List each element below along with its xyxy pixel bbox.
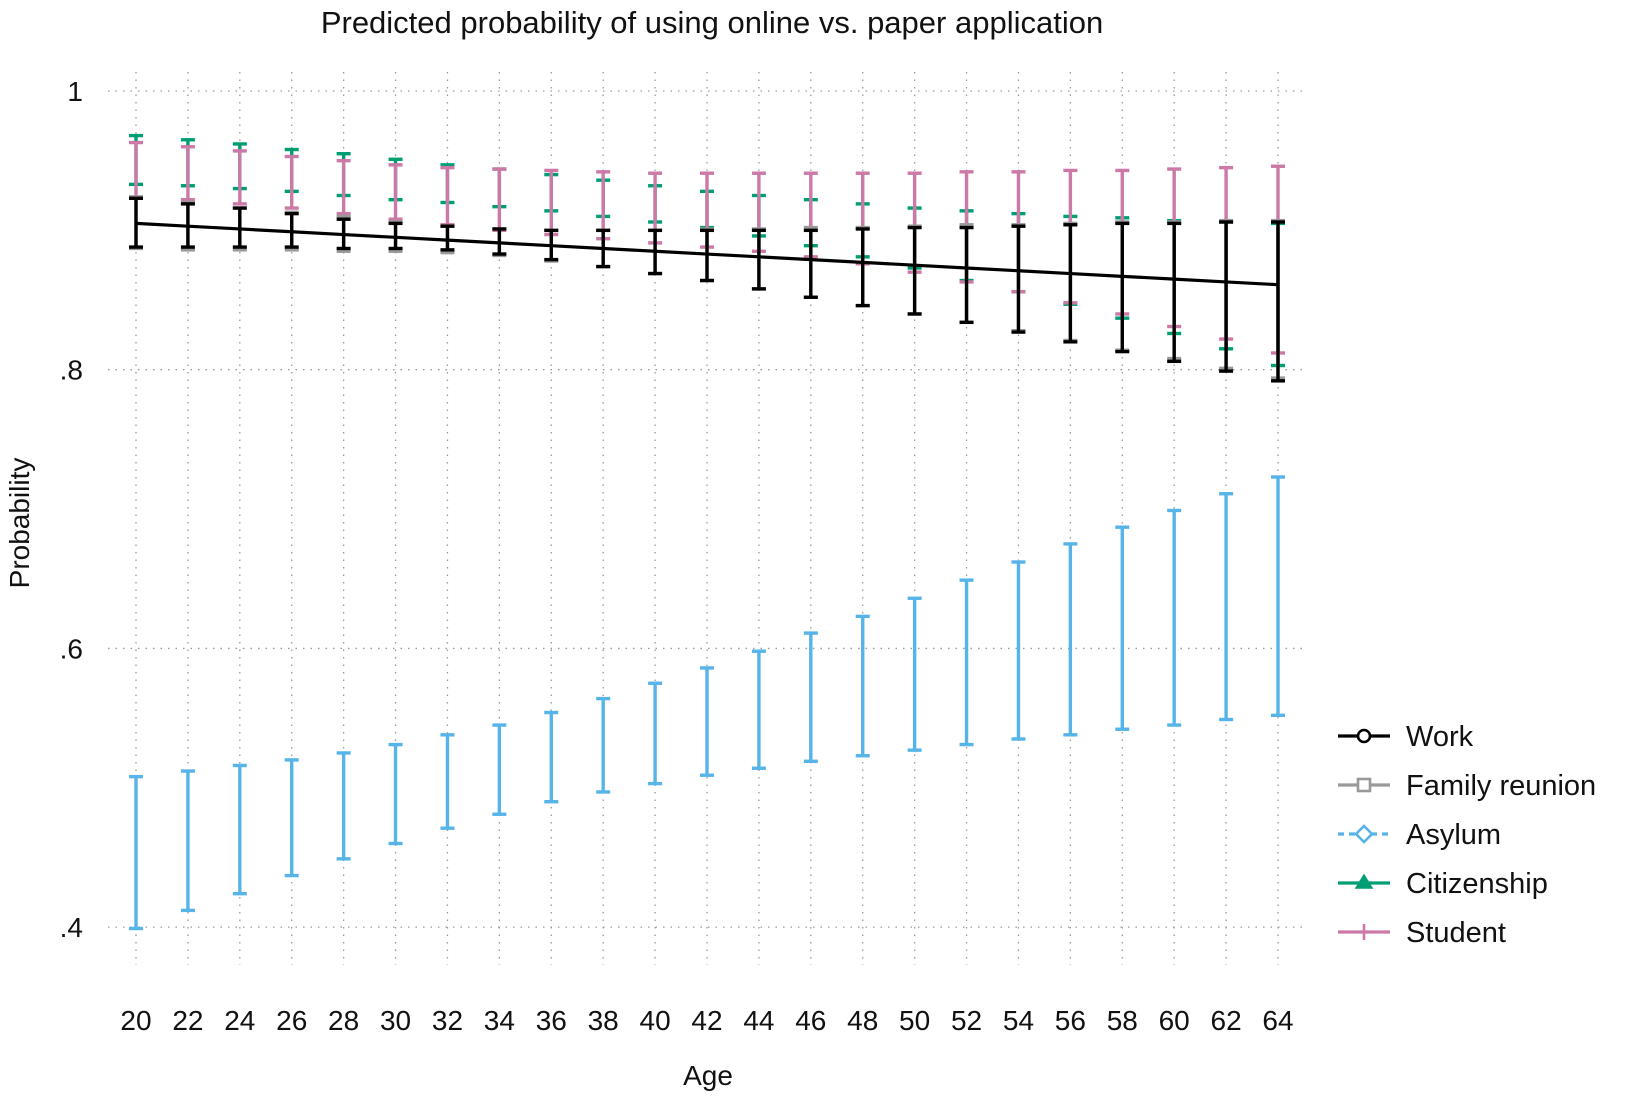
error-bar-work-50 xyxy=(907,225,922,316)
legend-label-family-reunion: Family reunion xyxy=(1406,770,1596,802)
x-tick-label-30: 30 xyxy=(380,1005,411,1036)
square-marker-icon xyxy=(1356,777,1372,793)
x-tick-label-44: 44 xyxy=(743,1005,774,1036)
error-bar-asylum-56 xyxy=(1063,542,1078,737)
x-tick-label-52: 52 xyxy=(951,1005,982,1036)
x-tick-label-48: 48 xyxy=(847,1005,878,1036)
legend: Work Family reunion Asylum Citizenship Stude… xyxy=(1338,721,1596,949)
error-bar-student-34 xyxy=(492,167,507,233)
diamond-marker-icon xyxy=(1354,824,1374,844)
x-tick-label-22: 22 xyxy=(172,1005,203,1036)
error-bar-work-60 xyxy=(1167,221,1182,364)
x-tick-label-62: 62 xyxy=(1211,1005,1242,1036)
x-tick-label-24: 24 xyxy=(224,1005,255,1036)
legend-item-citizenship: Citizenship xyxy=(1338,868,1548,900)
x-tick-label-46: 46 xyxy=(795,1005,826,1036)
error-bar-work-64 xyxy=(1271,220,1285,383)
triangle-marker-icon xyxy=(1354,873,1374,889)
error-bar-student-28 xyxy=(336,158,351,216)
error-bar-asylum-44 xyxy=(751,649,766,770)
estimate-line-work xyxy=(135,221,1279,287)
error-bar-work-62 xyxy=(1219,220,1234,373)
error-bar-asylum-60 xyxy=(1167,508,1182,727)
x-tick-label-38: 38 xyxy=(588,1005,619,1036)
error-bar-asylum-42 xyxy=(700,666,714,777)
error-bar-asylum-24 xyxy=(232,763,247,896)
x-tick-label-36: 36 xyxy=(536,1005,567,1036)
error-bar-asylum-62 xyxy=(1219,492,1234,722)
y-axis-label: Probability xyxy=(4,458,35,589)
error-bar-work-44 xyxy=(751,228,766,291)
error-bar-asylum-22 xyxy=(180,769,195,913)
legend-item-family-reunion: Family reunion xyxy=(1338,770,1596,802)
x-tick-label-64: 64 xyxy=(1262,1005,1293,1036)
series-asylum xyxy=(129,475,1285,931)
error-bar-work-32 xyxy=(440,224,455,252)
legend-label-work: Work xyxy=(1406,721,1474,753)
y-tick-label-3: .4 xyxy=(60,912,83,943)
error-bar-work-48 xyxy=(855,227,870,308)
x-tick-label-60: 60 xyxy=(1159,1005,1190,1036)
x-tick-label-34: 34 xyxy=(484,1005,515,1036)
error-bar-asylum-28 xyxy=(336,751,351,861)
legend-label-citizenship: Citizenship xyxy=(1406,868,1548,900)
error-bar-student-24 xyxy=(232,149,247,206)
error-bar-work-46 xyxy=(803,228,818,299)
grid-lines xyxy=(108,72,1306,965)
legend-label-asylum: Asylum xyxy=(1406,819,1501,851)
x-tick-label-58: 58 xyxy=(1107,1005,1138,1036)
y-tick-label-0: 1 xyxy=(67,76,83,107)
legend-item-asylum: Asylum xyxy=(1338,819,1501,851)
x-tick-label-40: 40 xyxy=(640,1005,671,1036)
x-tick-label-26: 26 xyxy=(276,1005,307,1036)
error-bar-asylum-48 xyxy=(855,614,870,758)
error-bar-work-52 xyxy=(959,225,974,325)
error-bar-student-26 xyxy=(284,154,299,210)
error-bar-asylum-50 xyxy=(907,596,922,752)
error-bar-asylum-36 xyxy=(544,710,559,804)
legend-label-student: Student xyxy=(1406,917,1506,949)
error-bar-asylum-40 xyxy=(648,681,663,786)
x-axis-ticks: 20 22 24 26 28 30 32 34 36 38 40 42 44 46 48 50 52 54 56 58… xyxy=(120,1005,1293,1036)
error-bar-asylum-32 xyxy=(440,733,455,830)
x-tick-label-20: 20 xyxy=(120,1005,151,1036)
legend-item-work: Work xyxy=(1338,721,1474,753)
error-bar-student-32 xyxy=(440,165,455,227)
y-tick-label-2: .6 xyxy=(60,633,83,664)
error-bar-work-56 xyxy=(1063,223,1078,344)
error-bar-work-20 xyxy=(129,196,143,249)
error-bar-student-22 xyxy=(180,145,195,202)
plot-series xyxy=(129,133,1285,931)
y-tick-label-1: .8 xyxy=(60,355,83,386)
x-tick-label-42: 42 xyxy=(691,1005,722,1036)
chart-title: Predicted probability of using online vs… xyxy=(321,5,1103,40)
error-bar-student-20 xyxy=(129,140,143,199)
circle-marker-icon xyxy=(1356,728,1372,744)
error-bar-student-30 xyxy=(388,163,403,221)
x-tick-label-56: 56 xyxy=(1055,1005,1086,1036)
series-work xyxy=(129,196,1285,383)
error-bar-asylum-46 xyxy=(803,631,818,763)
error-bar-asylum-64 xyxy=(1271,475,1285,718)
x-tick-label-32: 32 xyxy=(432,1005,463,1036)
x-axis-label: Age xyxy=(683,1060,733,1091)
error-bar-work-58 xyxy=(1115,221,1130,354)
error-bar-asylum-38 xyxy=(596,696,611,794)
error-bar-asylum-54 xyxy=(1011,560,1026,741)
error-bar-student-36 xyxy=(544,168,559,237)
error-bar-asylum-34 xyxy=(492,723,507,816)
x-tick-label-28: 28 xyxy=(328,1005,359,1036)
x-tick-label-50: 50 xyxy=(899,1005,930,1036)
error-bar-work-54 xyxy=(1011,224,1026,334)
error-bar-asylum-58 xyxy=(1115,525,1130,731)
y-axis-ticks: 1 .8 .6 .4 xyxy=(60,76,83,943)
error-bar-asylum-30 xyxy=(388,742,403,846)
error-bar-asylum-20 xyxy=(129,774,143,931)
x-tick-label-54: 54 xyxy=(1003,1005,1034,1036)
legend-item-student: Student xyxy=(1338,917,1506,949)
error-bar-asylum-26 xyxy=(284,758,299,878)
error-bar-asylum-52 xyxy=(959,578,974,747)
